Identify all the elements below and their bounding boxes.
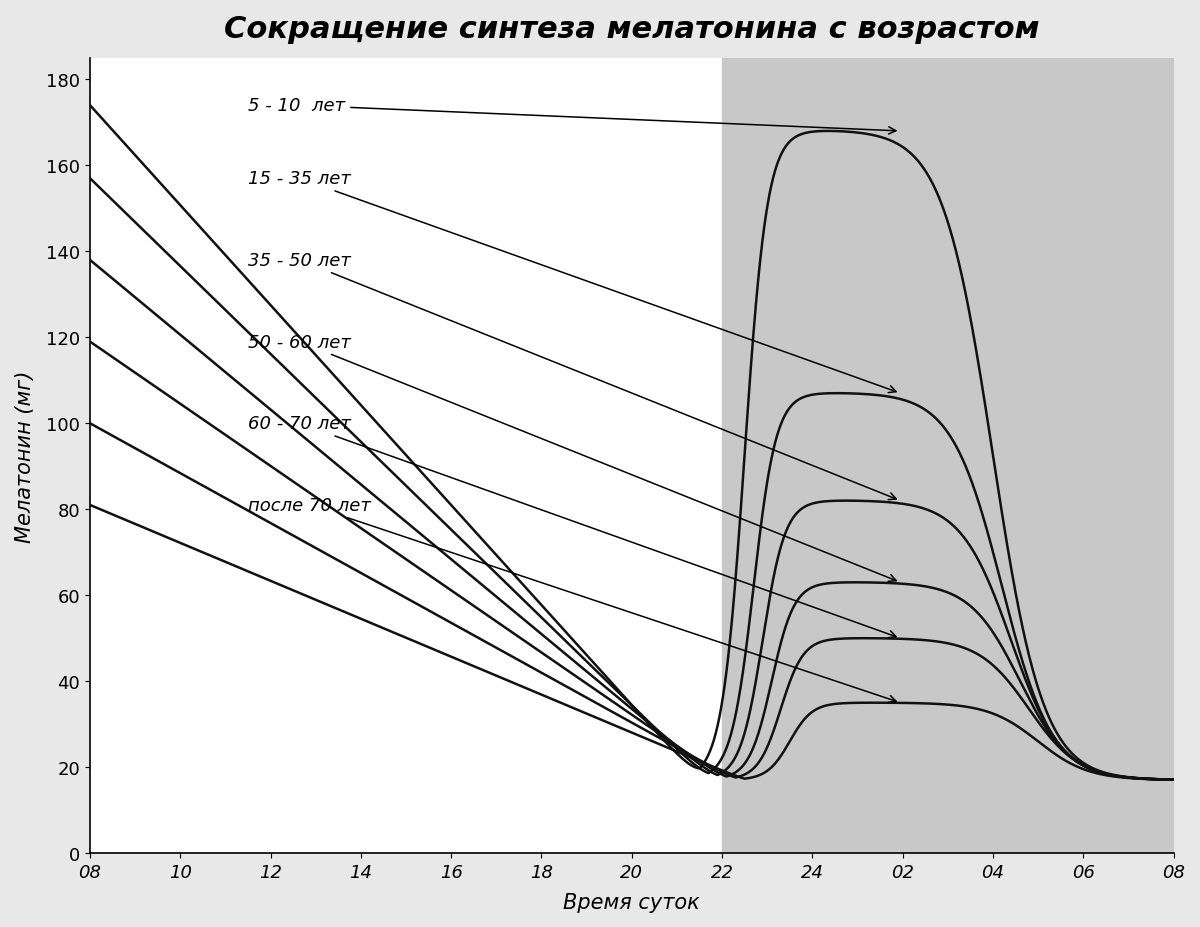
Text: 5 - 10  лет: 5 - 10 лет <box>248 97 896 135</box>
Bar <box>722 58 1174 853</box>
Title: Сокращение синтеза мелатонина с возрастом: Сокращение синтеза мелатонина с возрасто… <box>224 15 1039 44</box>
Text: 60 - 70 лет: 60 - 70 лет <box>248 414 896 638</box>
Text: 50 - 60 лет: 50 - 60 лет <box>248 333 896 581</box>
Text: после 70 лет: после 70 лет <box>248 496 896 703</box>
Text: 35 - 50 лет: 35 - 50 лет <box>248 251 896 500</box>
X-axis label: Время суток: Время суток <box>563 892 700 912</box>
Y-axis label: Мелатонин (мг): Мелатонин (мг) <box>14 370 35 542</box>
Text: 15 - 35 лет: 15 - 35 лет <box>248 170 896 393</box>
